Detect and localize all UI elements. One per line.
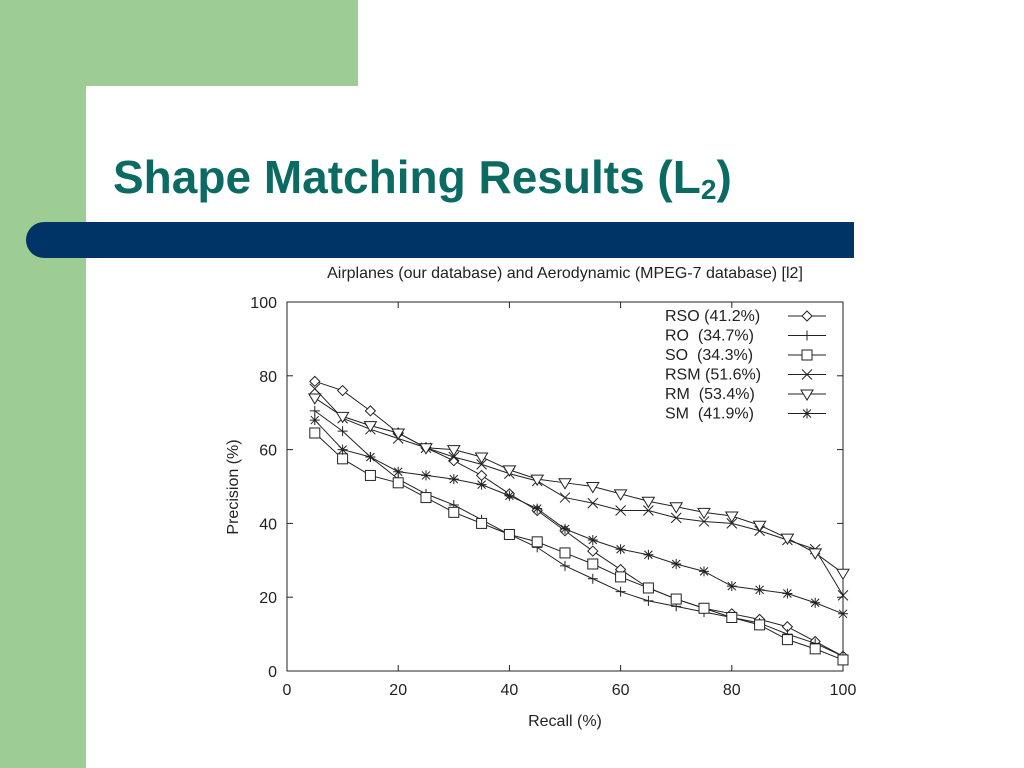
x-tick-label: 80: [723, 682, 741, 699]
x-axis-label: Recall (%): [528, 713, 602, 730]
data-point: [727, 612, 737, 622]
precision-recall-chart: Airplanes (our database) and Aerodynamic…: [0, 0, 1024, 768]
y-tick-label: 40: [259, 516, 277, 533]
data-point: [616, 587, 626, 597]
data-point: [477, 480, 487, 490]
y-tick-label: 0: [268, 664, 277, 681]
data-point: [532, 537, 542, 547]
legend-marker: [801, 390, 813, 400]
data-point: [588, 559, 598, 569]
y-tick-label: 60: [259, 443, 277, 460]
legend-label: RM (53.4%): [665, 386, 755, 403]
data-point: [755, 585, 765, 595]
series-5: [309, 394, 849, 579]
x-tick-label: 20: [389, 682, 407, 699]
data-point: [504, 529, 514, 539]
legend-marker: [802, 409, 812, 419]
data-point: [782, 589, 792, 599]
data-point: [643, 583, 653, 593]
data-point: [837, 569, 849, 579]
data-point: [477, 518, 487, 528]
series-6: [310, 415, 848, 619]
data-point: [755, 620, 765, 630]
data-point: [588, 498, 598, 508]
series-line: [315, 389, 843, 596]
data-point: [365, 406, 375, 416]
legend-label: SM (41.9%): [665, 406, 754, 423]
data-point: [310, 406, 320, 416]
data-point: [671, 559, 681, 569]
legend-label: RSM (51.6%): [665, 367, 761, 384]
data-point: [504, 491, 514, 501]
data-point: [338, 445, 348, 455]
data-point: [310, 415, 320, 425]
data-point: [338, 454, 348, 464]
data-point: [699, 603, 709, 613]
data-point: [532, 504, 542, 514]
legend-label: SO (34.3%): [665, 347, 753, 364]
series-line: [315, 420, 843, 614]
chart-title: Airplanes (our database) and Aerodynamic…: [327, 265, 803, 282]
data-point: [309, 394, 321, 404]
y-axis-label: Precision (%): [225, 439, 242, 534]
data-point: [476, 453, 488, 463]
series-layer: [309, 376, 849, 665]
data-point: [365, 452, 375, 462]
data-point: [365, 470, 375, 480]
x-tick-label: 40: [501, 682, 519, 699]
legend-label: RO (34.7%): [665, 328, 754, 345]
legend-label: RSO (41.2%): [665, 308, 760, 325]
series-3: [310, 428, 848, 665]
data-point: [838, 655, 848, 665]
data-point: [560, 561, 570, 571]
data-point: [643, 596, 653, 606]
data-point: [393, 478, 403, 488]
legend-marker: [802, 331, 812, 341]
data-point: [421, 470, 431, 480]
data-point: [338, 386, 348, 396]
legend: RSO (41.2%) RO (34.7%) SO (34.3%) RSM (51.6…: [665, 308, 826, 423]
data-point: [781, 534, 793, 544]
x-tick-label: 100: [830, 682, 857, 699]
y-tick-label: 100: [250, 295, 277, 312]
data-point: [727, 581, 737, 591]
data-point: [616, 572, 626, 582]
data-point: [838, 609, 848, 619]
x-tick-label: 0: [283, 682, 292, 699]
data-point: [560, 524, 570, 534]
series-4: [310, 384, 848, 601]
data-point: [810, 644, 820, 654]
data-point: [699, 566, 709, 576]
data-point: [560, 548, 570, 558]
data-point: [393, 467, 403, 477]
legend-marker: [802, 350, 812, 360]
series-line: [315, 381, 843, 656]
data-point: [449, 507, 459, 517]
data-point: [560, 493, 570, 503]
data-point: [449, 474, 459, 484]
legend-marker: [802, 311, 812, 321]
data-point: [310, 428, 320, 438]
data-point: [671, 594, 681, 604]
data-point: [616, 544, 626, 554]
data-point: [421, 493, 431, 503]
data-point: [782, 635, 792, 645]
data-point: [810, 598, 820, 608]
x-tick-label: 60: [612, 682, 630, 699]
data-point: [477, 470, 487, 480]
data-point: [588, 535, 598, 545]
y-tick-label: 80: [259, 369, 277, 386]
y-tick-label: 20: [259, 590, 277, 607]
series-1: [310, 376, 848, 661]
data-point: [643, 550, 653, 560]
data-point: [588, 546, 598, 556]
data-point: [588, 574, 598, 584]
axis-ticks: 0 20 40 60 80 100 0 20 40 60 80 100: [250, 295, 856, 699]
